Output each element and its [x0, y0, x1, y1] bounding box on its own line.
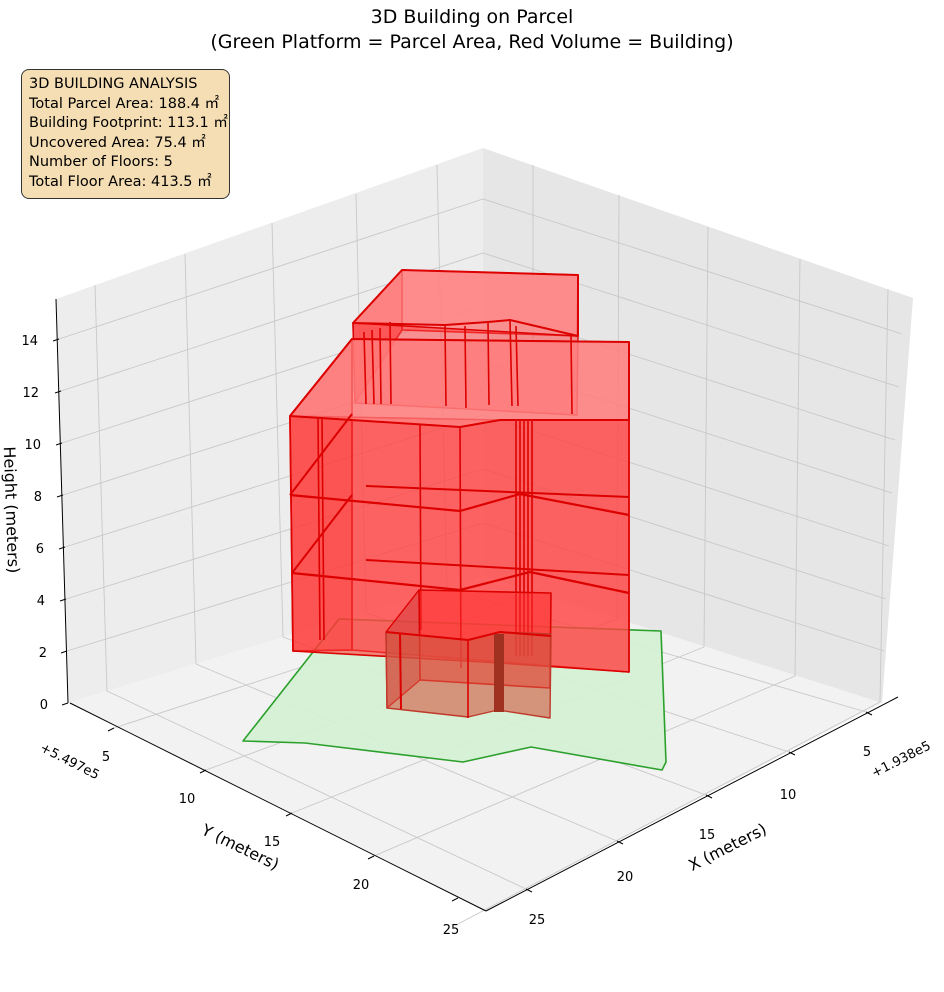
grid-line [457, 701, 881, 925]
grid-line [373, 675, 796, 857]
tick-marks [52, 338, 873, 902]
building-roof [352, 269, 579, 337]
z-tick [55, 442, 63, 446]
z-axis-label: Height (meters) [0, 446, 23, 574]
z-tick-labels: 0 2 4 6 8 10 12 14 [21, 334, 48, 713]
grid-line [106, 690, 527, 890]
building-edge [317, 417, 321, 641]
floor-line [365, 559, 630, 576]
y-tick-labels: 5 10 15 20 25 [102, 750, 459, 938]
z-tick [56, 494, 64, 498]
y-tick [107, 727, 115, 732]
z-tick-label: 6 [36, 542, 44, 557]
floor-line [289, 492, 630, 517]
building-edge [321, 417, 325, 641]
building-edge [444, 324, 447, 407]
y-tick-label: 25 [443, 923, 460, 938]
z-tick [52, 338, 60, 342]
y-tick [451, 897, 459, 902]
info-heading: 3D BUILDING ANALYSIS [29, 76, 198, 92]
y-tick-label: 10 [179, 792, 196, 807]
y-axis-line [69, 702, 487, 912]
analysis-info-box: 3D BUILDING ANALYSIS Total Parcel Area: … [21, 69, 230, 199]
x-tick-label: 25 [529, 913, 546, 928]
x-axis-line [485, 696, 899, 912]
building-edge [494, 634, 504, 712]
x-offset-label: +1.938e5 [869, 739, 933, 782]
info-building-footprint: Building Footprint: 113.1 ㎡ [29, 115, 228, 132]
floor-line [385, 631, 552, 641]
building-edge [487, 321, 490, 406]
building-roof [289, 338, 630, 428]
building-edge [371, 329, 375, 405]
grid-line [794, 258, 801, 677]
grid-line [58, 198, 903, 340]
info-total-floor-area: Total Floor Area: 413.5 ㎡ [29, 173, 212, 190]
z-axis-line [55, 298, 69, 704]
grid-line [94, 284, 108, 692]
grid-line [703, 226, 709, 648]
grid-line [184, 253, 197, 665]
building-edge [379, 327, 382, 405]
x-tick [616, 840, 624, 845]
building-edge [363, 331, 367, 405]
floor-line [291, 570, 630, 595]
z-tick [61, 702, 69, 706]
building-edge [389, 321, 392, 405]
z-tick [54, 390, 62, 394]
y-offset-label: +5.497e5 [37, 741, 101, 784]
floor-line [289, 413, 353, 496]
building-edge [509, 319, 513, 407]
y-tick [285, 812, 293, 817]
chart-title-line1: 3D Building on Parcel [370, 6, 574, 28]
z-tick-label: 8 [34, 490, 42, 505]
building-edge [464, 325, 467, 409]
y-tick [199, 769, 207, 774]
axes-lines [55, 298, 899, 912]
building-edge [570, 335, 573, 415]
x-tick [788, 751, 796, 756]
info-number-of-floors: Number of Floors: 5 [29, 154, 173, 171]
y-tick-label: 5 [102, 750, 110, 765]
grid-line [60, 252, 900, 392]
info-total-parcel-area: Total Parcel Area: 188.4 ㎡ [29, 95, 220, 112]
y-tick [367, 855, 375, 860]
grid-line [879, 288, 889, 703]
z-tick-label: 10 [24, 438, 41, 453]
y-tick-label: 20 [353, 878, 370, 893]
z-tick [60, 650, 68, 654]
x-tick-label: 15 [699, 828, 716, 843]
z-tick-label: 14 [21, 334, 38, 349]
z-tick-label: 4 [37, 594, 45, 609]
x-tick-labels: 5 10 15 20 25 [529, 745, 871, 928]
info-uncovered-area: Uncovered Area: 75.4 ㎡ [29, 134, 206, 151]
z-tick-label: 0 [40, 698, 48, 713]
z-tick-label: 12 [22, 386, 39, 401]
building-edge [399, 632, 402, 710]
building-volume [289, 269, 630, 719]
z-tick-label: 2 [39, 646, 47, 661]
z-tick [58, 546, 66, 550]
y-tick-label: 15 [264, 835, 281, 850]
x-tick-label: 20 [617, 870, 634, 885]
x-tick [705, 794, 713, 799]
floor-line [291, 494, 353, 574]
grid-line [271, 222, 284, 638]
building-edge [515, 325, 519, 407]
vertical-edges [317, 319, 573, 669]
x-tick [525, 888, 533, 893]
floor-line [365, 485, 630, 498]
x-tick-label: 5 [863, 745, 871, 760]
chart-title-line2: (Green Platform = Parcel Area, Red Volum… [210, 31, 734, 53]
z-tick [59, 598, 67, 602]
x-tick-label: 10 [780, 788, 797, 803]
x-tick [865, 711, 873, 716]
